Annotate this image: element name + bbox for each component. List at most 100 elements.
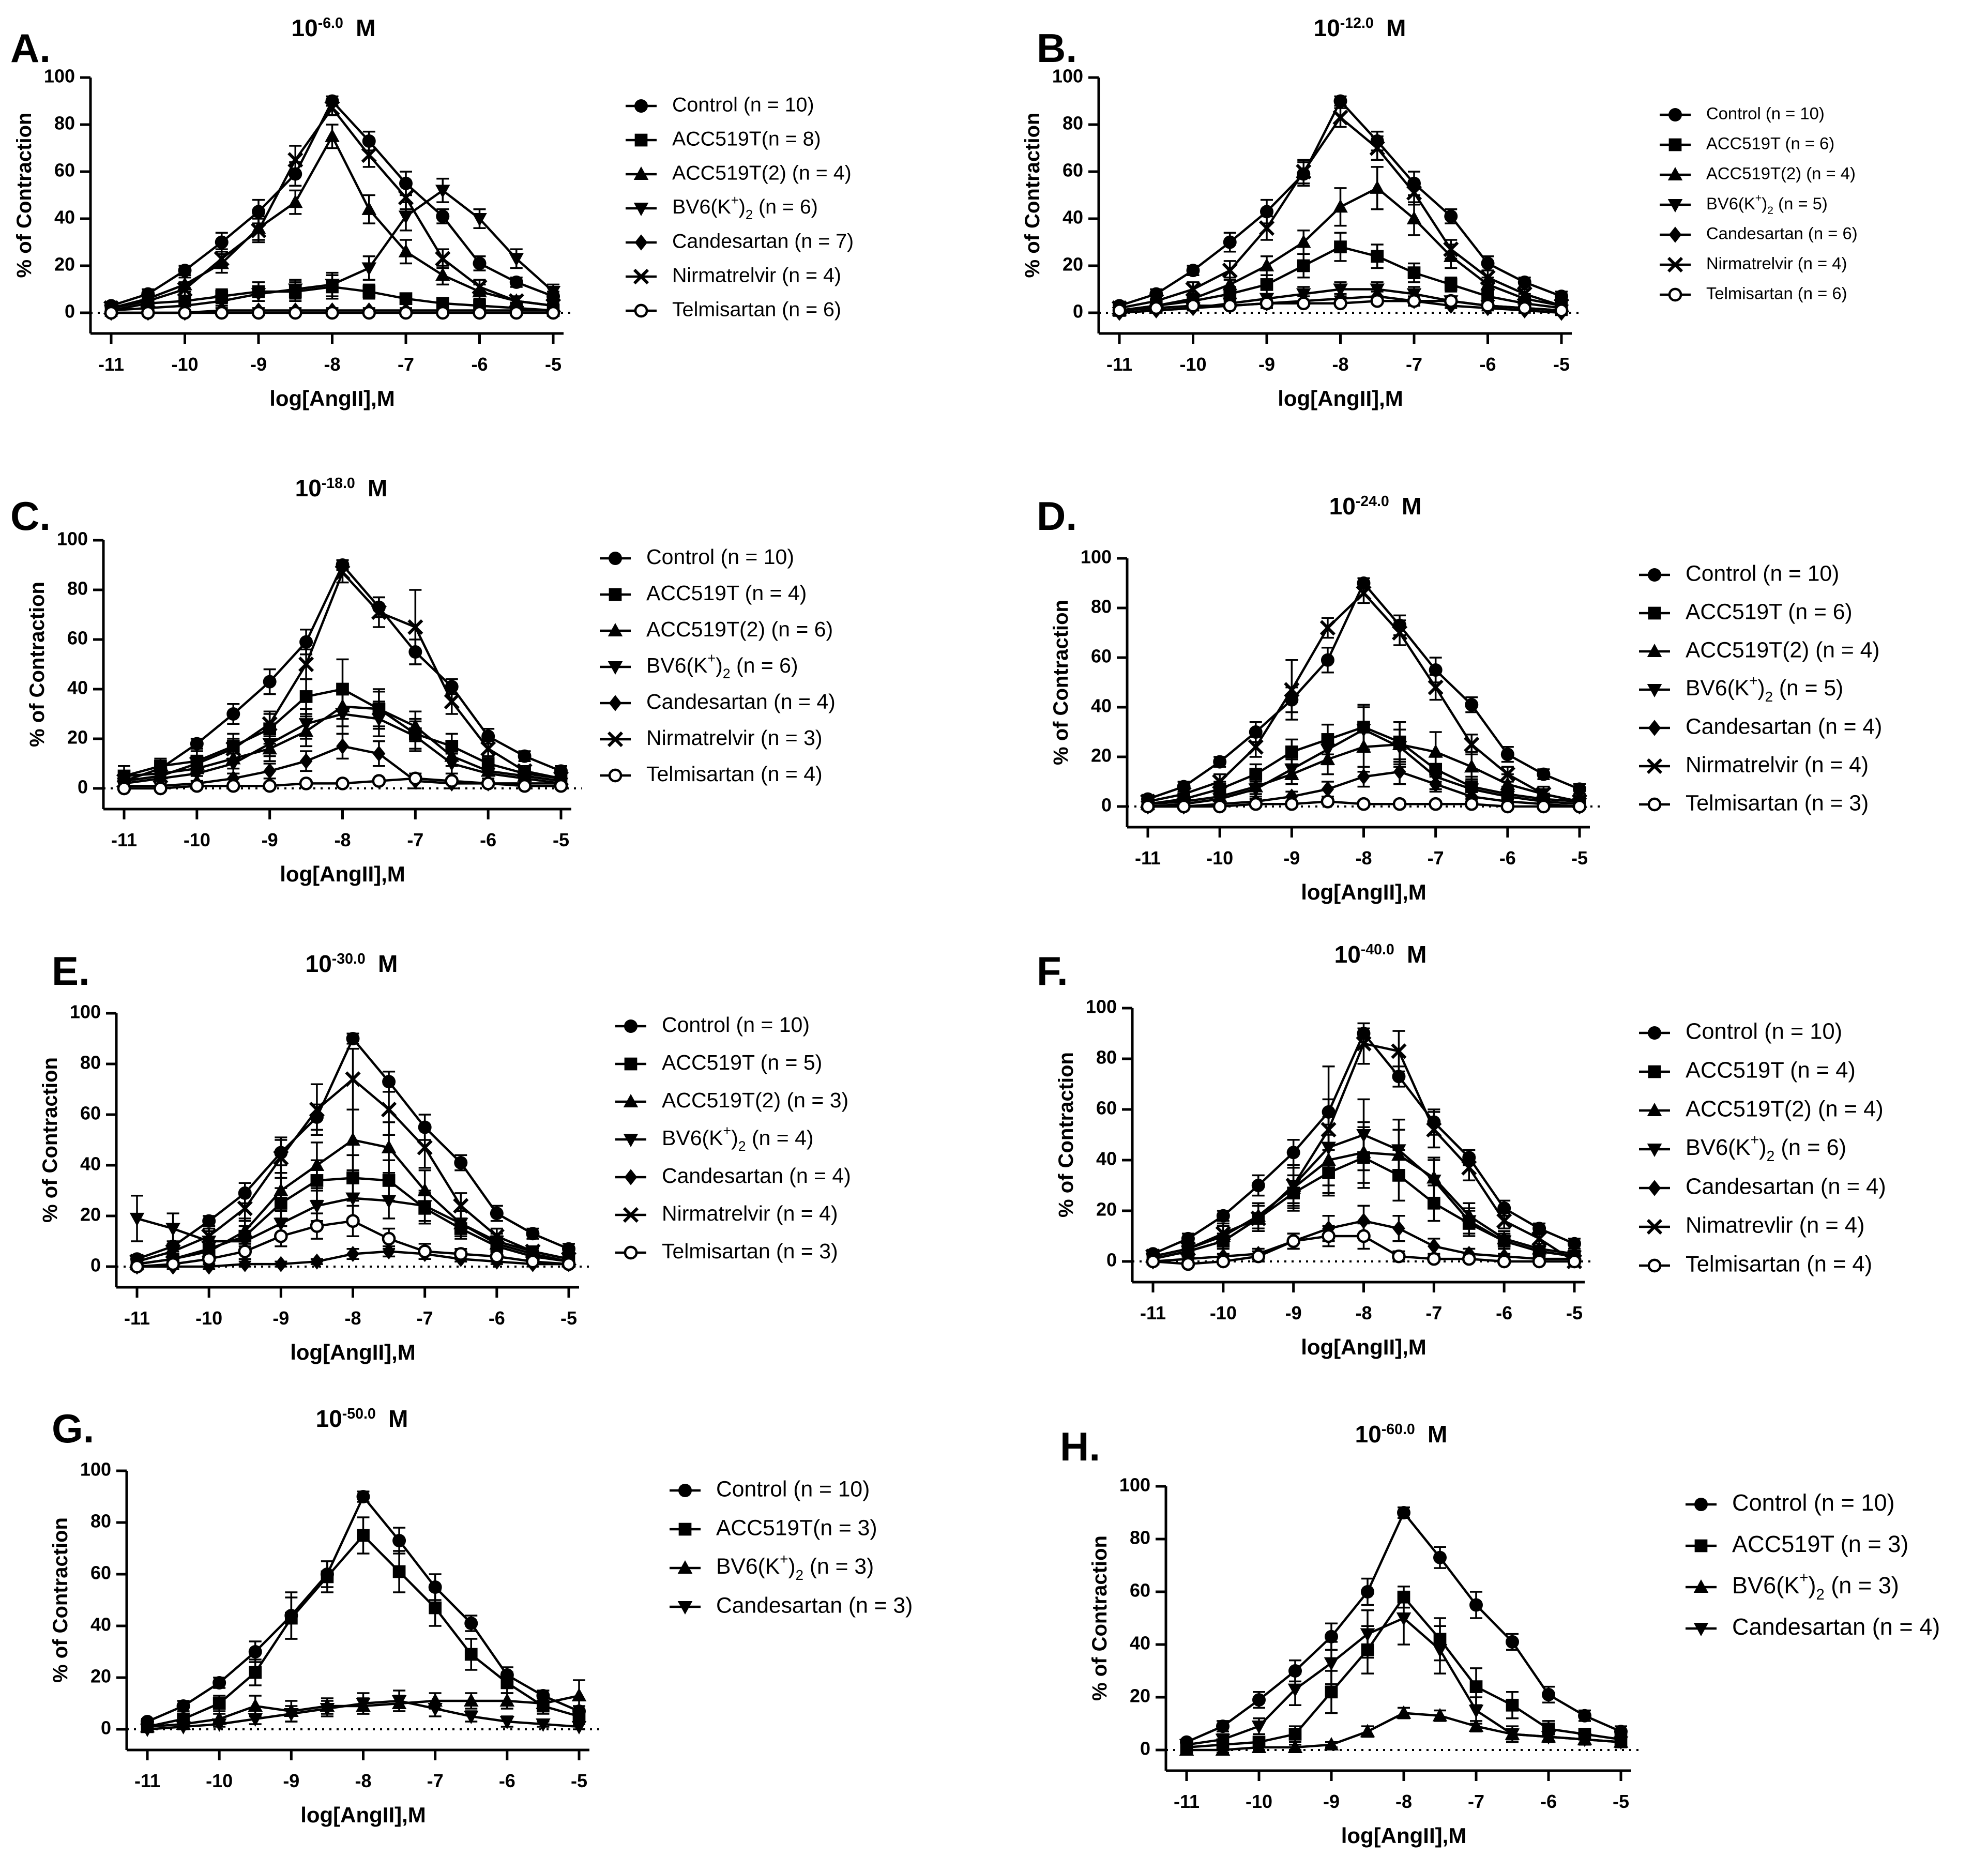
data-point [1260, 205, 1273, 219]
data-point [1258, 220, 1275, 236]
chart-panel-g: G. 10-50.0 M 0 20 40 60 80 100 -11 -10 -9 -8 -7 -6 -5 l… [49, 1405, 913, 1827]
data-point [1286, 1234, 1300, 1249]
data-point [490, 1207, 504, 1221]
data-point [211, 1718, 227, 1732]
legend-item: BV6(K+)2 (n = 6) [1639, 1131, 1846, 1164]
data-point [429, 1601, 442, 1615]
data-point [454, 1156, 468, 1170]
x-tick-label: -11 [124, 1307, 150, 1329]
marker-x-stroke [435, 251, 451, 267]
legend-label: Candesartan (n = 6) [1706, 224, 1858, 243]
legend-label: Control (n = 10) [1706, 104, 1825, 123]
legend-item: Control (n = 10) [1660, 104, 1825, 123]
data-point [499, 1715, 515, 1729]
x-tick-label: -7 [1468, 1791, 1484, 1812]
legend-marker [624, 1245, 638, 1260]
legend-label: Nirmatrelvir (n = 4) [672, 264, 841, 286]
x-tick-label: -7 [398, 354, 414, 375]
legend-label-sub: 2 [1816, 1586, 1824, 1603]
marker-x-stroke [1332, 110, 1348, 126]
panel-title: 10-18.0 M [295, 475, 388, 501]
data-point [1288, 1728, 1302, 1741]
data-point [525, 1243, 541, 1259]
panel-title-exponent: -60.0 [1382, 1421, 1415, 1438]
x-tick-label: -6 [480, 829, 496, 850]
data-point [1141, 799, 1155, 814]
data-point [117, 781, 131, 796]
data-point [1469, 1598, 1483, 1612]
data-point [1426, 1122, 1442, 1138]
data-point [336, 738, 349, 754]
y-tick-label: 40 [67, 677, 88, 698]
data-point [1432, 1644, 1448, 1658]
legend-label: BV6(K+)2 (n = 6) [1686, 1131, 1846, 1164]
legend-label-part: (n = 6) [731, 653, 798, 677]
data-point [1428, 679, 1444, 695]
data-point [444, 757, 460, 771]
legend-marker [634, 133, 648, 147]
data-point [1286, 1146, 1300, 1160]
data-point [473, 306, 487, 320]
y-axis-label: % of Contraction [26, 582, 49, 747]
data-point [361, 262, 377, 276]
data-point [361, 201, 377, 215]
marker-x-stroke [1406, 185, 1422, 201]
legend-label-sub: 2 [723, 666, 731, 681]
data-point [1321, 795, 1335, 809]
legend-label: ACC519T (n = 4) [1686, 1058, 1856, 1083]
data-point [104, 306, 118, 320]
data-point [1251, 1721, 1267, 1734]
series-6 [130, 1205, 576, 1274]
marker-x-stroke [453, 1198, 469, 1214]
marker-x-stroke [1426, 1122, 1442, 1138]
legend-label-sup: + [1749, 673, 1757, 689]
y-tick-label: 100 [57, 528, 88, 550]
data-point [1146, 1254, 1160, 1269]
x-tick-label: -8 [1355, 847, 1372, 869]
legend-item: ACC519T(2) (n = 4) [1660, 164, 1856, 183]
data-point [1393, 764, 1406, 780]
legend-marker [609, 588, 622, 601]
data-point [1112, 303, 1127, 317]
marker-x-stroke [525, 1243, 541, 1259]
data-point [176, 1699, 190, 1713]
legend-label: BV6(K+)2 (n = 6) [672, 193, 818, 222]
x-tick-label: -5 [1553, 354, 1570, 375]
legend-label: ACC519T(2) (n = 4) [1686, 1097, 1884, 1121]
data-point [1251, 1739, 1267, 1753]
data-point [1259, 258, 1274, 272]
data-point [1357, 768, 1370, 785]
legend-item: BV6(K+)2 (n = 4) [615, 1123, 814, 1154]
x-tick-label: -7 [1425, 1302, 1442, 1323]
data-point [1296, 163, 1312, 180]
data-point [284, 1708, 299, 1722]
y-tick-label: 80 [1091, 596, 1112, 617]
data-point [274, 1256, 287, 1272]
y-axis-label: % of Contraction [13, 113, 36, 278]
legend-marker [1667, 167, 1683, 181]
legend-marker [633, 202, 649, 216]
data-point [299, 635, 313, 649]
legend-item: Nirmatrelvir (n = 3) [600, 726, 823, 750]
marker-x-stroke [165, 1243, 181, 1259]
data-point [1532, 1222, 1546, 1236]
data-point [489, 1228, 505, 1244]
data-point [1222, 263, 1238, 279]
data-point [1216, 1209, 1230, 1223]
legend-marker [609, 695, 622, 711]
data-point [508, 293, 524, 309]
marker-x-stroke [1443, 241, 1459, 257]
x-tick-label: -10 [1210, 1302, 1237, 1323]
legend-label: ACC519T(2) (n = 4) [672, 161, 852, 184]
marker-x-stroke [345, 1071, 361, 1087]
data-point [356, 1697, 371, 1711]
data-point [1481, 299, 1495, 313]
panel-title-base: 10 [1355, 1421, 1382, 1448]
data-point [1531, 1230, 1547, 1246]
data-point [325, 279, 340, 293]
data-point [202, 1252, 216, 1266]
x-tick-label: -10 [1246, 1791, 1272, 1812]
legend-label-part: BV6(K [716, 1554, 780, 1579]
data-point [263, 763, 277, 779]
data-point [299, 753, 313, 769]
